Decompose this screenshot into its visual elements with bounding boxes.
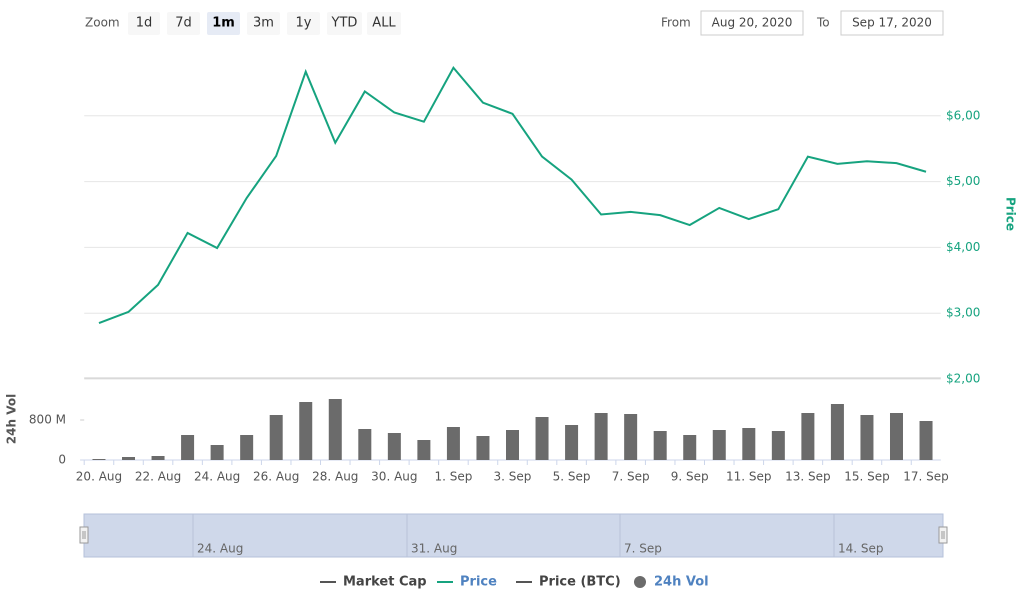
zoom-button[interactable] [128,12,160,35]
from-label: From [661,16,691,30]
from-value[interactable]: Aug 20, 2020 [712,16,793,30]
volume-bar [122,457,136,460]
volume-bar [328,399,342,460]
volume-bar [801,413,815,460]
zoom-button[interactable] [207,12,240,35]
x-tick-label: 3. Sep [494,470,532,484]
navigator-handle[interactable] [938,526,948,544]
volume-bar [417,440,431,460]
volume-bar [624,414,638,460]
volume-bar [771,431,785,460]
x-tick-label: 30. Aug [371,470,417,484]
zoom-button[interactable] [367,12,401,35]
x-tick-label: 15. Sep [844,470,890,484]
volume-bar [830,404,844,460]
legend-label[interactable]: Price (BTC) [539,575,621,590]
volume-bar [210,445,224,460]
zoom-button-label[interactable]: ALL [372,16,396,31]
zoom-button-label[interactable]: 7d [175,16,192,31]
x-tick-label: 17. Sep [903,470,949,484]
navigator-label: 14. Sep [838,542,884,556]
volume-bar [240,435,254,460]
volume-bar [92,459,106,460]
zoom-button[interactable] [327,12,362,35]
volume-bar [860,415,874,460]
navigator-label: 24. Aug [197,542,243,556]
volume-bar [742,428,756,460]
to-value[interactable]: Sep 17, 2020 [852,16,932,30]
zoom-label: Zoom [85,16,120,30]
volume-bar [712,430,726,460]
legend-label[interactable]: 24h Vol [654,575,709,590]
zoom-button[interactable] [247,12,280,35]
volume-bar [387,433,401,460]
zoom-button[interactable] [167,12,200,35]
from-input[interactable] [700,10,804,36]
y-tick-label: $6,00 [946,108,980,122]
x-tick-label: 7. Sep [612,470,650,484]
y-tick-label: $3,00 [946,306,980,320]
volume-bar [476,436,490,460]
volume-bar [299,402,313,460]
zoom-button[interactable] [287,12,320,35]
zoom-button-label[interactable]: 3m [253,16,274,31]
x-tick-label: 20. Aug [76,470,122,484]
x-tick-label: 5. Sep [553,470,591,484]
zoom-button-label[interactable]: 1d [136,16,153,31]
volume-bar [151,456,165,460]
navigator-label: 7. Sep [624,542,662,556]
y-axis-title: Price [1004,197,1018,231]
volume-bar [358,429,372,460]
y-tick-label: $2,00 [946,372,980,386]
zoom-button-label[interactable]: YTD [331,16,358,31]
volume-bar [269,415,283,460]
y-tick-label: 800 M [29,413,66,427]
x-tick-label: 24. Aug [194,470,240,484]
volume-bar [653,431,667,460]
legend-label[interactable]: Price [460,575,497,590]
x-tick-label: 22. Aug [135,470,181,484]
y-tick-label: $5,00 [946,174,980,188]
volume-bar [919,421,933,460]
y-axis-title: 24h Vol [5,394,19,444]
y-tick-label: $4,00 [946,240,980,254]
legend-label[interactable]: Market Cap [343,575,427,590]
x-tick-label: 28. Aug [312,470,358,484]
volume-bar [565,425,579,460]
volume-bar [181,435,195,460]
x-tick-label: 1. Sep [434,470,472,484]
to-input[interactable] [840,10,944,36]
legend-symbol[interactable] [634,576,646,588]
x-tick-label: 13. Sep [785,470,831,484]
x-tick-label: 11. Sep [726,470,772,484]
volume-bar [683,435,697,460]
navigator-label: 31. Aug [411,542,457,556]
volume-bar [594,413,608,460]
volume-bar [889,413,903,460]
x-tick-label: 9. Sep [671,470,709,484]
volume-bar [506,430,519,460]
y-tick-label: 0 [58,453,66,467]
x-tick-label: 26. Aug [253,470,299,484]
zoom-button-label[interactable]: 1y [296,16,312,31]
navigator-selection [83,513,944,558]
navigator-handle[interactable] [79,526,89,544]
volume-bar [446,427,460,460]
zoom-button-label[interactable]: 1m [212,16,235,31]
to-label: To [816,16,830,30]
price-line [98,66,927,325]
volume-bar [535,417,549,460]
